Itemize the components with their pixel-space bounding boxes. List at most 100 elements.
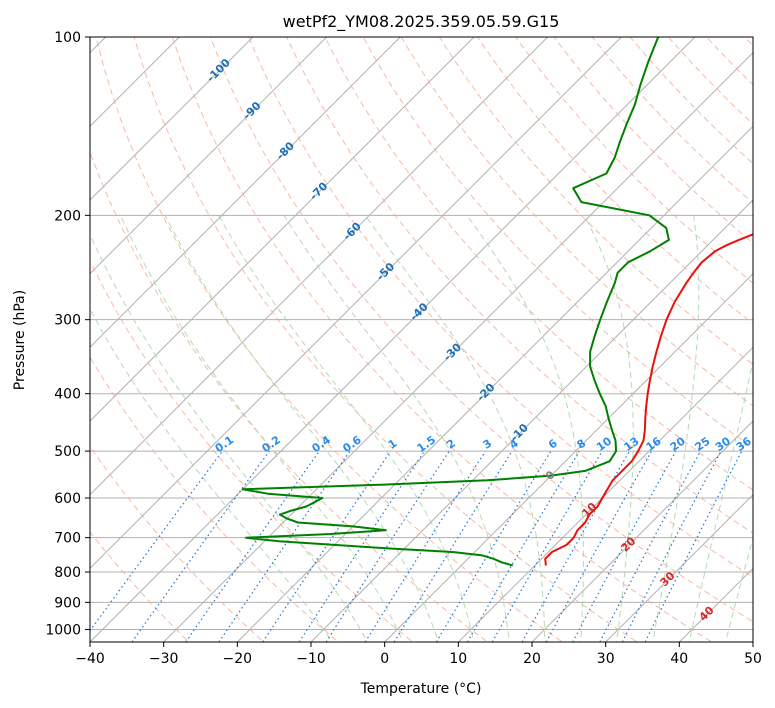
x-tick-label: 0 [380, 651, 389, 667]
mixing-ratio-line [185, 450, 320, 642]
x-tick-label: 40 [670, 651, 688, 667]
isotherm-label: -60 [341, 220, 364, 243]
isotherm-line [752, 641, 753, 642]
isotherm-label: -90 [240, 99, 263, 122]
mixing-ratio-label: 0.4 [310, 433, 334, 455]
dry-adiabat-line [171, 37, 713, 642]
moist-adiabat-line [164, 215, 440, 642]
y-tick-label: 1000 [45, 622, 81, 638]
moist-adiabat-line [688, 358, 753, 642]
y-tick-label: 400 [54, 387, 81, 403]
isotherm-line [236, 125, 753, 642]
x-tick-label: −40 [75, 651, 105, 667]
moist-adiabat-line [466, 215, 584, 642]
mixing-ratio-line [435, 450, 552, 642]
background-lines [90, 24, 775, 647]
moist-adiabat-line [120, 215, 404, 642]
y-tick-label: 100 [54, 30, 81, 46]
y-tick-label: 900 [54, 595, 81, 611]
mixing-ratio-line [298, 450, 425, 642]
dry-adiabat-line [90, 356, 340, 642]
dry-adiabat-line [705, 37, 753, 86]
plot-frame [89, 36, 754, 643]
dry-adiabat-line [744, 37, 753, 47]
chart-title: wetPf2_YM08.2025.359.05.59.G15 [283, 12, 560, 32]
mixing-ratio-line [218, 450, 351, 642]
dry-adiabat-line [362, 37, 753, 449]
isotherm-label: -70 [307, 179, 330, 202]
x-tick-label: −20 [223, 651, 253, 667]
mixing-ratio-line [131, 450, 270, 642]
y-tick-label: 200 [54, 208, 81, 224]
dry-adiabat-line [90, 259, 414, 642]
mixing-ratio-line [466, 450, 580, 642]
dry-adiabat-line [95, 37, 564, 642]
mixing-ratio-label: 0.6 [340, 433, 364, 455]
isotherm-line [531, 420, 753, 642]
mixing-ratio-line [644, 450, 743, 642]
x-tick-label: −30 [149, 651, 179, 667]
moist-adiabat-line [90, 308, 333, 642]
isotherm-label: -20 [474, 381, 497, 404]
dry-adiabat-line [90, 531, 190, 642]
dry-adiabat-line [515, 37, 753, 284]
temperature-series-line [544, 233, 753, 566]
mixing-ratio-label: 2 [444, 437, 458, 452]
series-lines [241, 37, 753, 567]
isotherm-line [90, 37, 328, 275]
dry-adiabat-line [286, 37, 753, 534]
y-tick-label: 300 [54, 313, 81, 329]
dry-adiabat-line [438, 37, 753, 366]
isotherm-label: -50 [374, 260, 397, 283]
moist-adiabat-line [652, 215, 700, 642]
mixing-ratio-line [90, 450, 223, 632]
moist-adiabat-line [583, 215, 634, 642]
x-tick-label: 50 [744, 651, 762, 667]
x-tick-label: −10 [296, 651, 326, 667]
dry-adiabat-line [770, 24, 775, 647]
isotherm-line [678, 567, 753, 642]
dry-adiabat-line [90, 445, 265, 642]
mixing-ratio-label: 3 [481, 437, 495, 452]
y-tick-label: 700 [54, 531, 81, 547]
dry-adiabat-line [477, 37, 753, 325]
mixing-ratio-line [364, 450, 486, 642]
isotherm-line [90, 37, 401, 349]
y-tick-label: 600 [54, 491, 81, 507]
moist-adiabat-line [218, 215, 475, 642]
mixing-ratio-line [393, 450, 513, 642]
dry-adiabat-line [400, 37, 753, 407]
x-tick-label: 10 [449, 651, 467, 667]
isotherm-label: 40 [697, 603, 717, 623]
y-tick-label: 500 [54, 444, 81, 460]
moist-adiabat-line [283, 215, 510, 642]
mixing-ratio-line [325, 450, 450, 642]
x-axis-label: Temperature (°C) [360, 681, 482, 697]
x-tick-label: 30 [597, 651, 615, 667]
isotherm-label: -80 [274, 139, 297, 162]
mixing-ratio-label: 1 [386, 437, 400, 452]
dry-adiabat-line [133, 37, 638, 642]
isotherm-line [90, 37, 254, 201]
dry-adiabat-line [90, 150, 489, 642]
mixing-ratio-label: 6 [546, 437, 560, 452]
x-tick-label: 20 [523, 651, 541, 667]
axis-ticks: −40 −30 −20 −10 0 10 20 30 40 5010020030040050060… [45, 30, 762, 667]
moist-adiabat-line [90, 232, 369, 642]
isotherm-label: -100 [204, 56, 233, 85]
moist-adiabat-line [364, 215, 546, 642]
isoline-labels: 0.1 0.2 0.4 0.6 1 1.5 2 3 4 6 8 10 13 16 20 25 30 36-100-… [204, 56, 754, 624]
isotherm-line [384, 272, 753, 642]
isotherm-line [163, 51, 753, 642]
dewpoint-series-line [241, 37, 670, 567]
isotherm-line [605, 493, 753, 642]
mixing-ratio-line [572, 450, 677, 642]
mixing-ratio-label: 0.1 [213, 433, 236, 455]
isotherm-line [90, 37, 549, 496]
mixing-ratio-line [599, 450, 702, 642]
mixing-ratio-label: 1.5 [415, 433, 438, 455]
dry-adiabat-line [209, 37, 753, 623]
y-tick-label: 800 [54, 565, 81, 581]
